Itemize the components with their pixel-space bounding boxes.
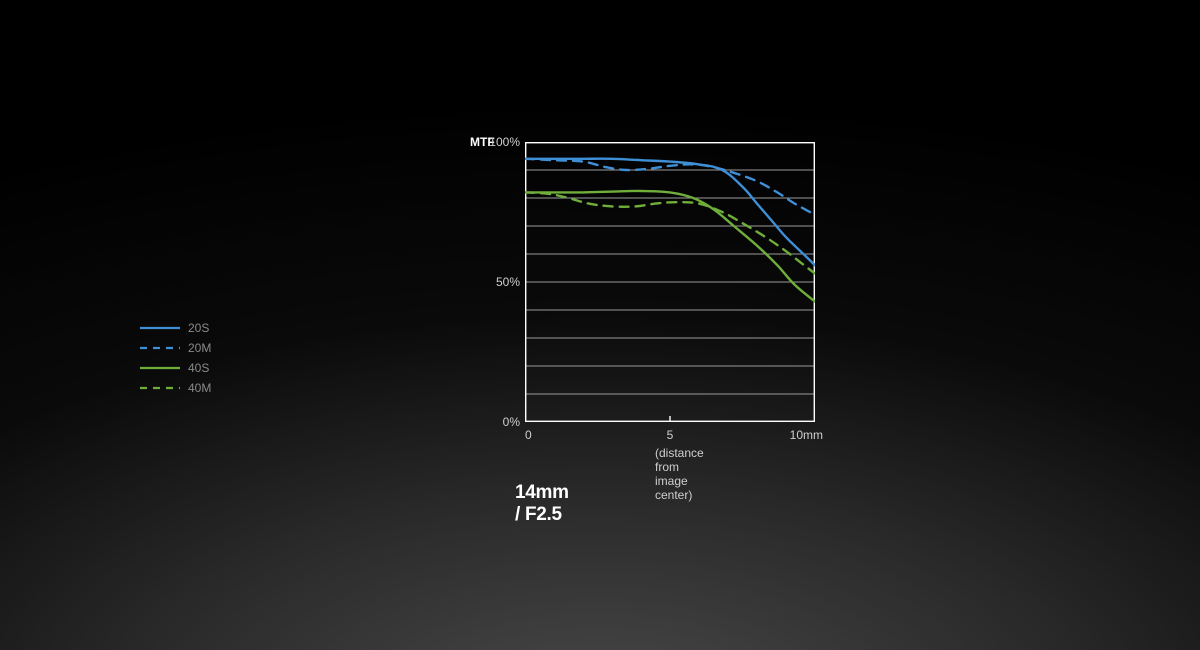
- chart-title: 14mm / F2.5: [515, 482, 569, 526]
- legend-label: 20S: [188, 321, 209, 335]
- x-tick-label: 5: [640, 428, 700, 442]
- legend-item: 20S: [140, 318, 211, 338]
- legend-label: 20M: [188, 341, 211, 355]
- y-tick-label: 0%: [485, 415, 520, 429]
- x-tick-label: 0: [525, 428, 585, 442]
- legend-label: 40M: [188, 381, 211, 395]
- x-axis-caption: (distance from image center): [655, 446, 704, 502]
- legend-item: 40M: [140, 378, 211, 398]
- y-tick-label: 100%: [485, 135, 520, 149]
- x-tick-label: 10mm: [763, 428, 823, 442]
- legend-swatch: [140, 358, 180, 378]
- legend-label: 40S: [188, 361, 209, 375]
- legend: 20S 20M 40S 40M: [140, 318, 211, 398]
- legend-item: 20M: [140, 338, 211, 358]
- y-tick-label: 50%: [485, 275, 520, 289]
- legend-swatch: [140, 338, 180, 358]
- legend-swatch: [140, 318, 180, 338]
- plot-area: [525, 142, 815, 422]
- legend-swatch: [140, 378, 180, 398]
- legend-item: 40S: [140, 358, 211, 378]
